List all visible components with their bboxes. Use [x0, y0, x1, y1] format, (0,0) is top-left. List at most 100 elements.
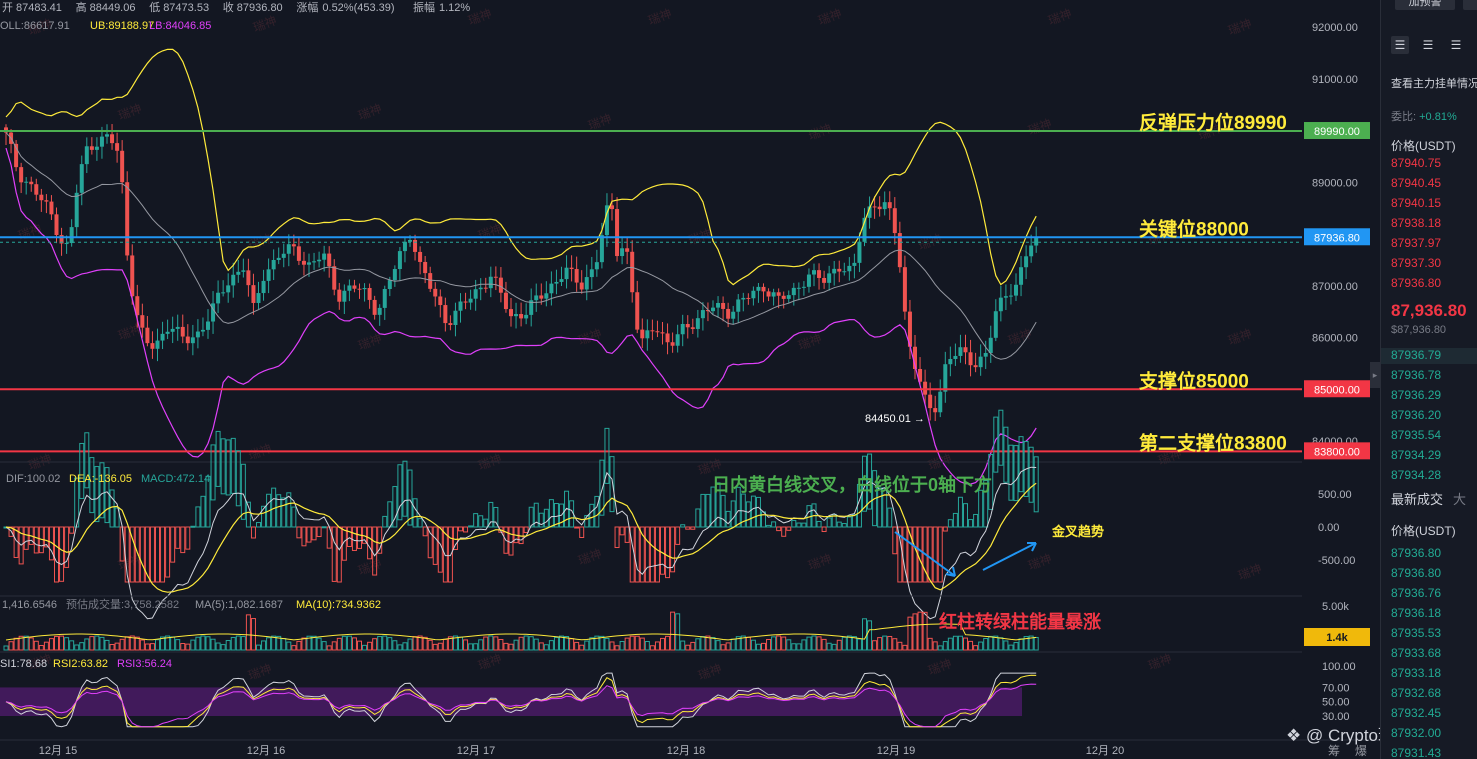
candle-body	[781, 295, 786, 299]
volume-bar	[341, 635, 347, 651]
y-tick-label: 91000.00	[1312, 74, 1358, 86]
candle-body	[524, 314, 529, 319]
candle-body	[867, 206, 872, 218]
volume-bar	[291, 645, 297, 651]
macd-bar	[619, 526, 625, 536]
macd-bar	[801, 522, 807, 528]
candle-body	[690, 327, 695, 329]
candle-body	[721, 302, 726, 309]
add-alert-button[interactable]: 加预警	[1395, 0, 1455, 10]
asks-view-icon[interactable]: ☰	[1450, 38, 1462, 52]
volume-bar	[826, 642, 832, 651]
macd-bar	[215, 430, 221, 487]
macd-bar	[614, 526, 620, 549]
panel-subtitle[interactable]: 查看主力挂单情况	[1391, 78, 1477, 90]
macd-bar	[377, 526, 383, 554]
trades-tab-large[interactable]: 大	[1453, 492, 1467, 507]
both-sides-view-icon[interactable]: ☰	[1391, 36, 1409, 54]
level-price-tag	[1304, 380, 1370, 398]
volume-bar	[917, 611, 923, 651]
trades-title[interactable]: 最新成交	[1391, 492, 1444, 507]
macd-bar	[750, 495, 756, 528]
macd-bar	[826, 517, 832, 528]
volume-bar	[488, 635, 494, 651]
trade-row: 87931.43	[1391, 746, 1442, 759]
candle-body	[705, 310, 710, 312]
panel-menu-button[interactable]	[1463, 0, 1477, 10]
volume-bar	[660, 637, 665, 651]
candle-body	[423, 261, 428, 274]
volume-bar	[690, 641, 696, 651]
candle-body	[19, 167, 24, 183]
candle-body	[402, 241, 407, 252]
candle-body	[928, 394, 933, 409]
candle-body	[847, 265, 852, 272]
candle-body	[559, 279, 564, 282]
candle-body	[322, 253, 327, 260]
volume-bar	[175, 639, 181, 651]
candle-body	[943, 364, 948, 392]
macd-tick: -500.00	[1318, 555, 1355, 567]
watermark-text: 瑞神	[646, 6, 673, 27]
macd-bar	[543, 508, 549, 528]
macd-bar	[533, 502, 539, 528]
bids-view-icon[interactable]: ☰	[1422, 38, 1434, 52]
watermark-text: 瑞神	[576, 546, 603, 567]
candle-body	[125, 182, 130, 256]
macd-bar	[685, 526, 691, 530]
volume-bar	[134, 636, 140, 651]
candle-body	[458, 301, 463, 311]
volume-bar	[730, 638, 736, 651]
candle-body	[827, 273, 832, 283]
candle-body	[938, 391, 943, 413]
macd-bar	[417, 518, 423, 528]
volume-bar	[902, 644, 908, 651]
candle-body	[296, 246, 301, 261]
volume-bar	[43, 641, 49, 651]
candle-body	[241, 270, 246, 272]
watermark-text: 瑞神	[1226, 326, 1253, 347]
volume-bar	[230, 636, 236, 651]
macd-bar	[892, 526, 898, 555]
ohlc-value: 87936.80	[237, 2, 283, 14]
volume-bar	[846, 635, 852, 651]
ask-row: 87936.80	[1391, 276, 1442, 290]
macd-bar	[250, 526, 256, 539]
volume-bar	[952, 635, 958, 651]
macd-bar	[973, 513, 979, 528]
candle-body	[266, 269, 271, 281]
candle-body	[433, 288, 438, 297]
volume-bar	[362, 644, 368, 651]
panel-toggle[interactable]: ▸	[1370, 362, 1380, 388]
candle-body	[625, 248, 630, 252]
macd-bar	[74, 477, 80, 528]
trade-row: 87936.80	[1391, 546, 1442, 560]
macd-bar	[261, 505, 267, 528]
macd-bar	[114, 507, 120, 528]
candle-body	[301, 260, 306, 265]
volume-bar	[468, 643, 474, 651]
candle-body	[832, 268, 837, 274]
volume-tag	[1304, 628, 1370, 646]
volume-bar	[957, 635, 963, 651]
macd-bar	[735, 486, 741, 528]
candle-body	[812, 270, 816, 275]
bid-row: 87935.54	[1391, 428, 1442, 442]
volume-bar	[629, 635, 635, 651]
volume-bar	[947, 637, 953, 651]
volume-bar	[54, 635, 59, 651]
level-price-tag-text: 87936.80	[1314, 232, 1360, 244]
volume-bar	[538, 642, 544, 651]
candle-body	[716, 302, 721, 308]
candle-body	[94, 146, 99, 150]
candle-body	[594, 262, 599, 270]
volume-bar	[811, 635, 817, 651]
macd-bar	[463, 526, 469, 533]
ask-row: 87937.30	[1391, 256, 1442, 270]
macd-bar	[548, 499, 554, 528]
macd-bar	[437, 526, 443, 573]
volume-bar	[99, 636, 105, 651]
candle-body	[372, 299, 377, 315]
volume-bar	[377, 635, 383, 651]
